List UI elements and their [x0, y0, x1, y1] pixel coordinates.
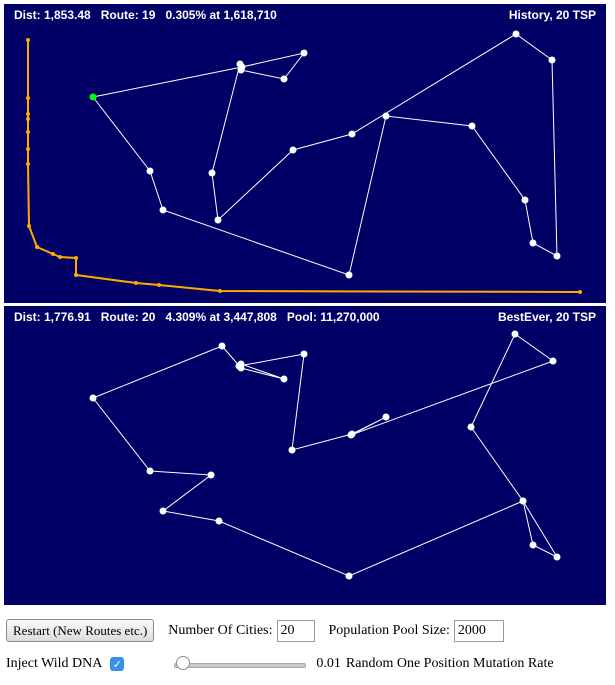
best-city [207, 471, 215, 479]
history-city [289, 146, 297, 154]
best-city [467, 423, 475, 431]
best-stats: Dist: 1,776.91 Route: 20 4.309% at 3,447… [14, 310, 380, 324]
history-point [578, 290, 582, 294]
history-city [468, 122, 476, 130]
history-start-city [89, 93, 97, 101]
history-point [74, 256, 78, 260]
history-city [348, 130, 356, 138]
best-city [280, 375, 288, 383]
history-progress: 0.305% at 1,618,710 [165, 8, 277, 22]
best-dist: Dist: 1,776.91 [14, 310, 91, 324]
slider-knob[interactable] [175, 656, 190, 670]
best-city [215, 517, 223, 525]
history-point [26, 38, 30, 42]
best-progress: 4.309% at 3,447,808 [165, 310, 277, 324]
best-route: Route: 20 [100, 310, 156, 324]
best-city [553, 553, 561, 561]
best-city [345, 572, 353, 580]
cities-label: Number Of Cities: [168, 622, 273, 638]
best-city [511, 330, 519, 338]
mutation-rate-label: Random One Position Mutation Rate [345, 656, 554, 671]
best-city [218, 342, 226, 350]
best-city [348, 430, 356, 438]
history-city [382, 112, 390, 120]
history-point [218, 289, 222, 293]
history-stats: Dist: 1,853.48 Route: 19 0.305% at 1,618… [14, 8, 277, 22]
best-route-path [92, 333, 559, 577]
history-point [26, 162, 30, 166]
mutation-rate-value: 0.01 [316, 656, 341, 671]
history-title: History, 20 TSP [508, 8, 596, 22]
checkmark-icon: ✓ [112, 657, 122, 671]
history-city [345, 271, 353, 279]
inject-wild-dna-checkbox[interactable]: ✓ [110, 657, 125, 671]
inject-wild-dna-label: Inject Wild DNA [6, 656, 103, 671]
history-panel: Dist: 1,853.48 Route: 19 0.305% at 1,618… [4, 4, 606, 303]
best-ever-panel: Dist: 1,776.91 Route: 20 4.309% at 3,447… [4, 306, 606, 605]
history-point [26, 96, 30, 100]
best-pool: Pool: 11,270,000 [286, 310, 380, 324]
history-city [529, 239, 537, 247]
pool-size-label: Population Pool Size: [328, 622, 450, 638]
history-point [26, 117, 30, 121]
cities-input[interactable] [276, 619, 315, 642]
history-city [548, 56, 556, 64]
best-city [159, 507, 167, 515]
best-city [529, 541, 537, 549]
controls-row-1: Restart (New Routes etc.) Number Of Citi… [6, 619, 504, 642]
history-city [146, 167, 154, 175]
history-route-path [92, 33, 558, 276]
history-city [521, 196, 529, 204]
best-ever-canvas [89, 330, 561, 580]
history-point [26, 130, 30, 134]
history-point [157, 283, 161, 287]
best-title: BestEver, 20 TSP [497, 310, 596, 324]
best-city [382, 413, 390, 421]
best-city [519, 497, 527, 505]
best-city [146, 467, 154, 475]
best-city [300, 350, 308, 358]
best-city [288, 446, 296, 454]
history-point [134, 281, 138, 285]
history-point [27, 224, 31, 228]
history-point [58, 255, 62, 259]
controls-row-2: Inject Wild DNA ✓ 0.01 Random One Positi… [6, 656, 554, 672]
history-point [35, 245, 39, 249]
history-dist: Dist: 1,853.48 [14, 8, 91, 22]
history-point [74, 273, 78, 277]
history-route: Route: 19 [100, 8, 156, 22]
restart-button[interactable]: Restart (New Routes etc.) [6, 619, 155, 642]
pool-size-input[interactable] [453, 619, 504, 642]
best-city [549, 357, 557, 365]
history-city [512, 30, 520, 38]
history-city [280, 75, 288, 83]
history-point [51, 252, 55, 256]
best-city [237, 364, 245, 372]
history-city [208, 169, 216, 177]
history-city [238, 63, 246, 71]
mutation-rate-slider[interactable] [174, 656, 307, 670]
controls-bar: Restart (New Routes etc.) Number Of Citi… [0, 612, 615, 685]
best-city [89, 394, 97, 402]
slider-track [174, 663, 307, 668]
history-city [159, 206, 167, 214]
history-city [300, 49, 308, 57]
history-point [26, 112, 30, 116]
history-canvas [26, 30, 582, 294]
history-distance-curve [27, 40, 581, 293]
history-city [214, 216, 222, 224]
history-city [553, 252, 561, 260]
history-point [26, 147, 30, 151]
